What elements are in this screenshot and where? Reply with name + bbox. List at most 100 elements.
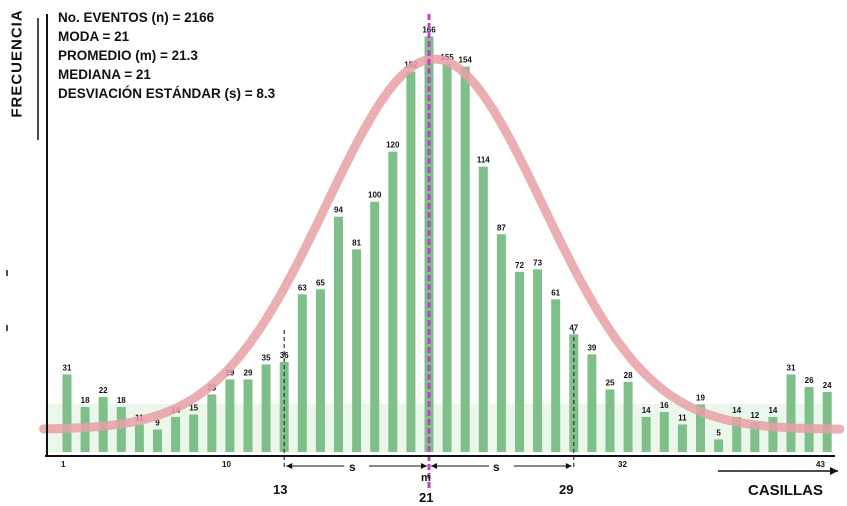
bar-36: [696, 404, 705, 452]
bar-value-23: 154: [459, 56, 473, 65]
bar-25: [496, 234, 506, 452]
minus-s-mark-13: 13: [273, 482, 288, 497]
bar-6: [153, 429, 162, 452]
bar-19: [388, 151, 398, 452]
bar-22: [442, 64, 452, 453]
bar-value-25: 87: [497, 223, 506, 232]
stat-std: DESVIACIÓN ESTÁNDAR (s) = 8.3: [58, 86, 276, 101]
s-arrowhead-right-b: [565, 463, 572, 469]
bar-4: [116, 406, 126, 452]
s-label-left: s: [349, 460, 356, 474]
x-tick-32: 32: [618, 460, 627, 469]
stat-events: No. EVENTOS (n) = 2166: [58, 10, 215, 25]
bar-value-34: 16: [660, 401, 669, 410]
bar-value-30: 39: [587, 343, 596, 352]
stat-median: MEDIANA = 21: [58, 67, 151, 82]
bar-value-36: 19: [696, 393, 705, 402]
mean-letter-m: m: [421, 472, 431, 484]
bar-value-33: 14: [642, 406, 651, 415]
bar-value-28: 61: [551, 288, 560, 297]
bar-32: [623, 381, 633, 452]
bar-value-39: 12: [750, 411, 759, 420]
bar-value-31: 25: [606, 378, 615, 387]
s-label-right: s: [493, 460, 500, 474]
bar-value-3: 22: [99, 386, 108, 395]
bar-value-4: 18: [117, 396, 126, 405]
bar-value-8: 15: [189, 403, 198, 412]
bar-17: [352, 249, 362, 452]
bar-10: [225, 379, 235, 452]
bar-value-27: 73: [533, 258, 542, 267]
bar-value-35: 11: [678, 413, 687, 422]
bar-value-12: 35: [262, 353, 271, 362]
s-arrowhead-left-b: [421, 463, 427, 469]
bar-value-13: 36: [280, 351, 289, 360]
bar-value-1: 31: [63, 363, 72, 372]
bar-31: [605, 389, 615, 452]
bar-42: [804, 386, 814, 452]
x-arrow-head: [830, 467, 838, 475]
bar-value-19: 120: [386, 141, 400, 150]
bar-27: [533, 269, 543, 452]
bar-28: [551, 299, 561, 452]
bar-18: [370, 201, 380, 452]
bar-value-11: 29: [244, 368, 253, 377]
bar-value-14: 63: [298, 283, 307, 292]
bar-41: [786, 374, 796, 452]
bar-value-15: 65: [316, 278, 325, 287]
bar-37: [714, 439, 724, 452]
bar-38: [732, 416, 742, 452]
x-axis-label: CASILLAS: [748, 482, 823, 499]
bar-34: [659, 411, 669, 452]
stat-mode: MODA = 21: [58, 29, 130, 44]
bar-value-41: 31: [787, 363, 796, 372]
plus-s-mark-29: 29: [559, 482, 574, 497]
bar-33: [641, 416, 651, 452]
x-tick-1: 1: [61, 460, 66, 469]
bar-8: [189, 414, 199, 452]
bar-9: [207, 394, 217, 452]
bar-24: [478, 166, 488, 452]
s-arrowhead-right-a: [431, 463, 437, 469]
bar-value-37: 5: [716, 428, 721, 437]
bar-value-29: 47: [569, 323, 578, 332]
stats-box: No. EVENTOS (n) = 2166 MODA = 21 PROMEDI…: [58, 8, 275, 103]
bar-16: [334, 216, 343, 452]
bar-value-17: 81: [352, 238, 361, 247]
bar-15: [315, 289, 325, 452]
bar-39: [750, 421, 760, 452]
bar-value-24: 114: [477, 156, 490, 165]
bar-1: [62, 374, 72, 452]
x-tick-43: 43: [816, 460, 825, 469]
bar-value-16: 94: [334, 206, 343, 215]
bar-value-32: 28: [624, 371, 633, 380]
bar-value-6: 9: [155, 418, 160, 427]
mean-mark-21: 21: [419, 490, 434, 505]
bar-value-26: 72: [515, 261, 524, 270]
bar-14: [297, 294, 307, 452]
bar-value-21: 166: [422, 26, 436, 35]
bar-value-2: 18: [81, 396, 90, 405]
s-arrowhead-left-a: [286, 463, 293, 469]
x-tick-10: 10: [222, 460, 231, 469]
bar-7: [171, 416, 181, 452]
bar-23: [460, 66, 470, 452]
bar-40: [768, 416, 778, 452]
bar-20: [406, 71, 416, 453]
bar-value-42: 26: [805, 376, 814, 385]
bar-5: [134, 424, 144, 452]
bar-30: [587, 354, 597, 452]
bar-12: [261, 364, 271, 452]
bar-value-43: 24: [823, 381, 832, 390]
bar-value-40: 14: [768, 406, 777, 415]
normal-curve: [39, 54, 845, 434]
bar-13: [279, 361, 289, 452]
y-axis-label: FRECUENCIA: [8, 9, 26, 118]
stat-mean: PROMEDIO (m) = 21.3: [58, 48, 198, 63]
bar-11: [243, 379, 253, 452]
bar-value-18: 100: [368, 191, 382, 200]
bar-value-38: 14: [732, 406, 741, 415]
bar-43: [822, 391, 832, 452]
bar-35: [677, 424, 687, 452]
